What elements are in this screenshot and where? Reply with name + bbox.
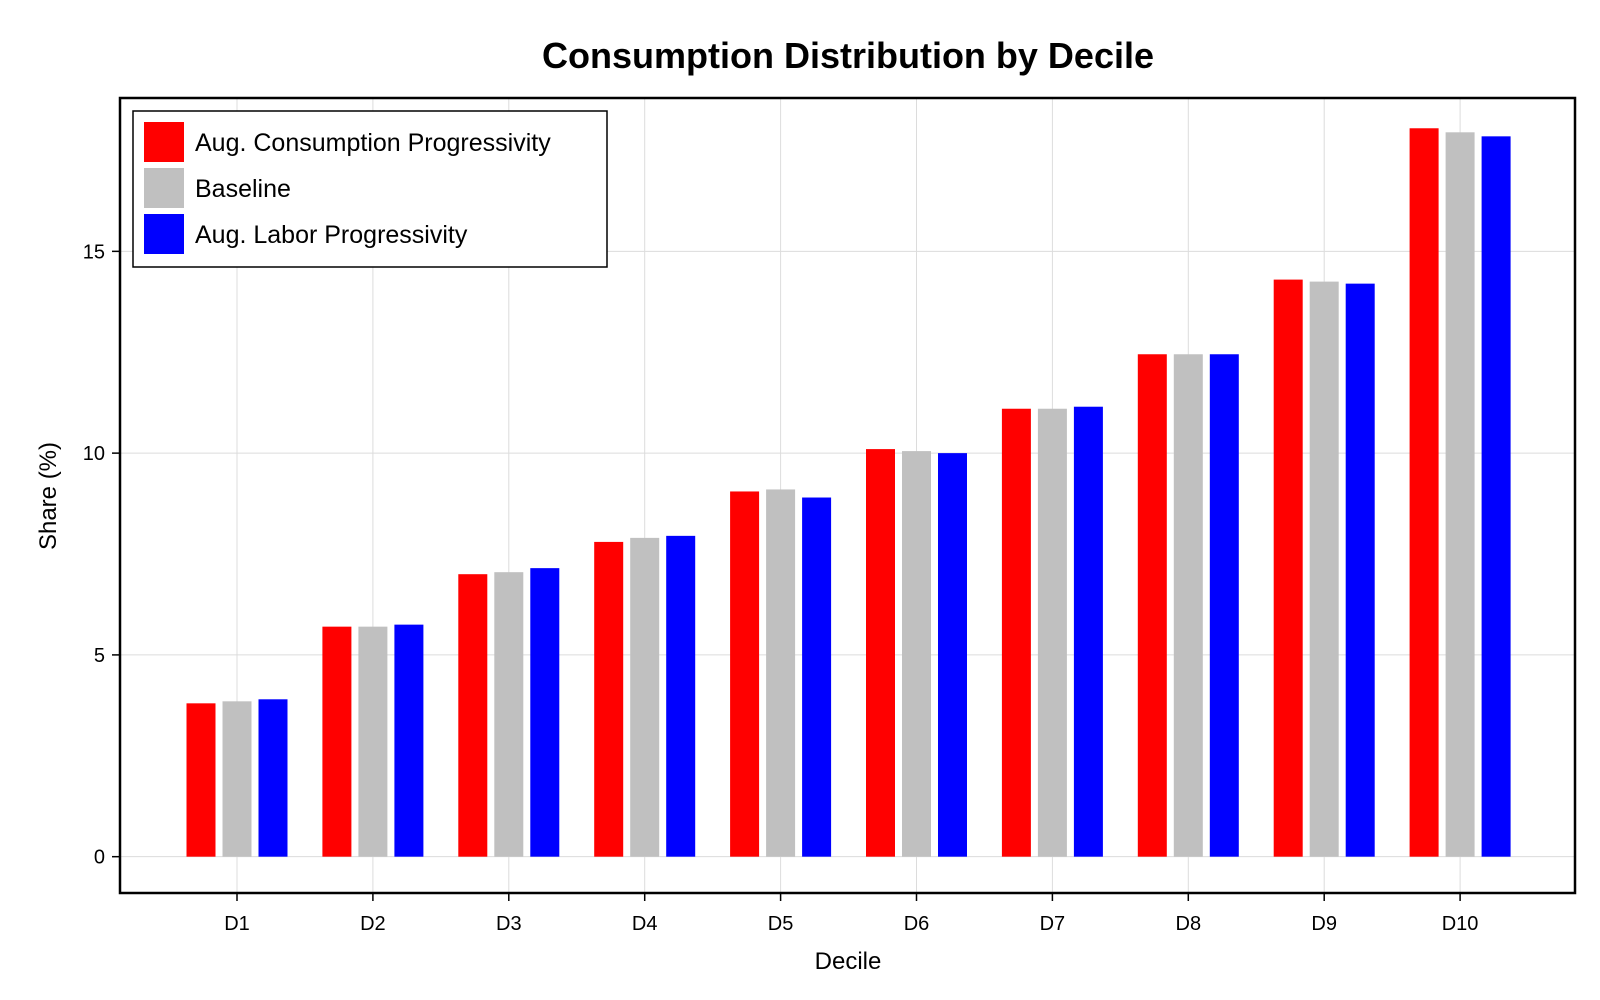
x-tick-label: D10 [1442,913,1479,935]
x-tick-label: D5 [768,913,794,935]
bar-d10-series-2 [1445,132,1475,857]
y-tick-label: 0 [94,847,105,869]
y-axis-label: Share (%) [35,442,62,550]
bar-d1-series-2 [222,701,252,857]
bar-d7-series-1 [1001,408,1031,857]
bar-d8-series-1 [1137,354,1167,857]
legend-label: Aug. Consumption Progressivity [195,129,551,157]
legend: Aug. Consumption Progressivity Baseline Au… [132,110,608,268]
x-tick-label: D7 [1040,913,1066,935]
y-axis: 0 5 10 15 [83,241,120,869]
bar-d5-series-1 [730,491,760,857]
bar-d9-series-2 [1309,281,1339,857]
bar-d4-series-1 [594,541,624,857]
x-axis: D1 D2 D3 D4 D5 D6 D7 D8 D9 D10 [224,893,1478,935]
plot-frame [118,96,1577,895]
bar-d8-series-3 [1209,354,1239,857]
x-tick-label: D8 [1176,913,1202,935]
bar-d7-series-3 [1073,406,1103,857]
legend-swatch [144,214,184,254]
bar-d5-series-3 [802,497,832,857]
bar-d2-series-2 [358,626,388,857]
bar-d6-series-3 [938,453,967,857]
legend-box [132,110,608,268]
bar-d8-series-2 [1173,354,1203,857]
y-tick-label: 10 [83,443,105,465]
legend-label: Aug. Labor Progressivity [195,221,468,249]
bar-d4-series-3 [666,535,696,857]
x-tick-label: D3 [496,913,522,935]
bar-d2-series-1 [322,626,352,857]
bars [186,128,1511,857]
y-tick-label: 15 [83,241,105,263]
bar-d3-series-2 [494,572,524,857]
bar-d9-series-1 [1273,279,1303,857]
bar-d10-series-1 [1409,128,1439,857]
legend-label: Baseline [195,175,291,203]
bar-d10-series-3 [1481,136,1511,857]
x-tick-label: D4 [632,913,658,935]
bar-d3-series-1 [458,574,488,857]
bar-d7-series-2 [1037,408,1067,857]
bar-d6-series-1 [866,449,895,857]
chart-title: Consumption Distribution by Decile [542,35,1154,76]
bar-d1-series-1 [186,703,216,857]
x-tick-label: D1 [224,913,250,935]
legend-swatch [144,122,184,162]
x-tick-label: D9 [1311,913,1337,935]
legend-swatch [144,168,184,208]
bar-d2-series-3 [394,624,424,857]
bar-d5-series-2 [766,489,796,857]
y-tick-label: 5 [94,645,105,667]
bar-d6-series-2 [902,451,931,857]
x-tick-label: D2 [360,913,386,935]
x-axis-label: Decile [815,948,882,975]
bar-d4-series-2 [630,537,660,857]
bar-d9-series-3 [1345,283,1375,857]
bar-d3-series-3 [530,568,560,857]
bar-d1-series-3 [258,699,288,857]
x-tick-label: D6 [904,913,930,935]
